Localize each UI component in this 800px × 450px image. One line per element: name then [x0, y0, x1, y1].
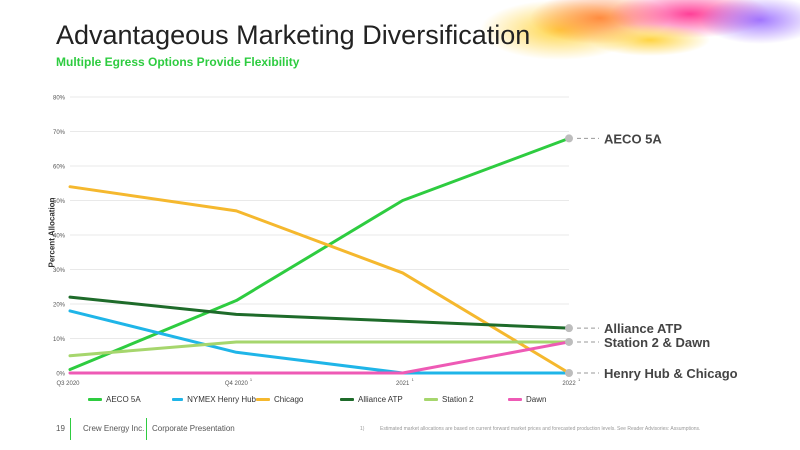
callout-marker: [565, 134, 573, 143]
legend-item: Chicago: [256, 395, 340, 404]
y-tick-label: 60%: [53, 165, 66, 171]
legend-label: Dawn: [526, 395, 547, 404]
series-line-aeco-5a: [68, 136, 571, 372]
callout-label: Henry Hub & Chicago: [604, 366, 738, 381]
series-line-nymex-henry-hub: [68, 309, 571, 375]
legend-swatch: [88, 398, 102, 401]
series-line-alliance-atp: [68, 295, 571, 330]
legend-item: Alliance ATP: [340, 395, 424, 404]
legend-swatch: [424, 398, 438, 401]
x-tick-footnote: 1: [578, 377, 581, 382]
legend-label: NYMEX Henry Hub: [187, 395, 256, 404]
series-line-chicago: [68, 185, 571, 375]
callout-marker: [565, 369, 573, 377]
y-tick-label: 10%: [53, 337, 66, 343]
callout-label: Alliance ATP: [604, 321, 682, 336]
callout-label: AECO 5A: [604, 131, 662, 146]
page-subtitle: Multiple Egress Options Provide Flexibil…: [56, 55, 300, 69]
y-tick-label: 0%: [56, 372, 65, 378]
series-line-dawn: [68, 340, 571, 375]
legend-label: Alliance ATP: [358, 395, 403, 404]
footer-divider: [146, 418, 147, 440]
x-tick-footnote: 1: [250, 377, 253, 382]
legend-label: Station 2: [442, 395, 474, 404]
footer: 19 Crew Energy Inc. Corporate Presentati…: [0, 418, 800, 440]
legend-swatch: [172, 398, 184, 401]
series-line-station-2: [68, 340, 571, 358]
x-tick-label: 2021: [396, 381, 410, 387]
legend-swatch: [256, 398, 270, 401]
y-tick-label: 40%: [53, 234, 66, 240]
legend-item: Station 2: [424, 395, 508, 404]
page-title: Advantageous Marketing Diversification: [56, 20, 531, 50]
y-axis-label: Percent Allocation: [47, 197, 57, 268]
callout-label: Station 2 & Dawn: [604, 335, 710, 350]
x-tick-label: 2022: [562, 381, 576, 387]
x-tick-label: Q4 2020: [225, 381, 249, 387]
y-tick-label: 50%: [53, 199, 66, 205]
legend-item: AECO 5A: [88, 395, 172, 404]
line-chart: 0% 10% 20% 30% 40% 50% 60% 70% 80% Q3 2020 Q4 2020…: [53, 96, 738, 388]
legend-swatch: [340, 398, 354, 401]
page-number: 19: [56, 424, 65, 433]
callout-marker: [565, 324, 573, 333]
callout-marker: [565, 337, 573, 346]
x-tick-footnote: 1: [412, 377, 415, 382]
x-tick-label: Q3 2020: [56, 381, 80, 387]
legend-item: Dawn: [508, 395, 592, 404]
legend-label: Chicago: [274, 395, 304, 404]
legend-swatch: [508, 398, 522, 401]
footer-divider: [70, 418, 71, 440]
y-tick-label: 30%: [53, 268, 66, 274]
chart-legend: AECO 5A NYMEX Henry Hub Chicago Alliance AT…: [88, 395, 592, 404]
footnote-text: Estimated market allocations are based o…: [380, 426, 701, 432]
decorative-gradient: [480, 0, 800, 60]
legend-item: NYMEX Henry Hub: [172, 395, 256, 404]
y-tick-label: 80%: [53, 96, 66, 102]
presentation-name: Corporate Presentation: [152, 424, 235, 433]
legend-label: AECO 5A: [106, 395, 141, 404]
company-name: Crew Energy Inc.: [83, 424, 145, 433]
y-tick-label: 20%: [53, 303, 66, 309]
footnote-number: 1): [360, 426, 365, 432]
y-tick-label: 70%: [53, 130, 66, 136]
